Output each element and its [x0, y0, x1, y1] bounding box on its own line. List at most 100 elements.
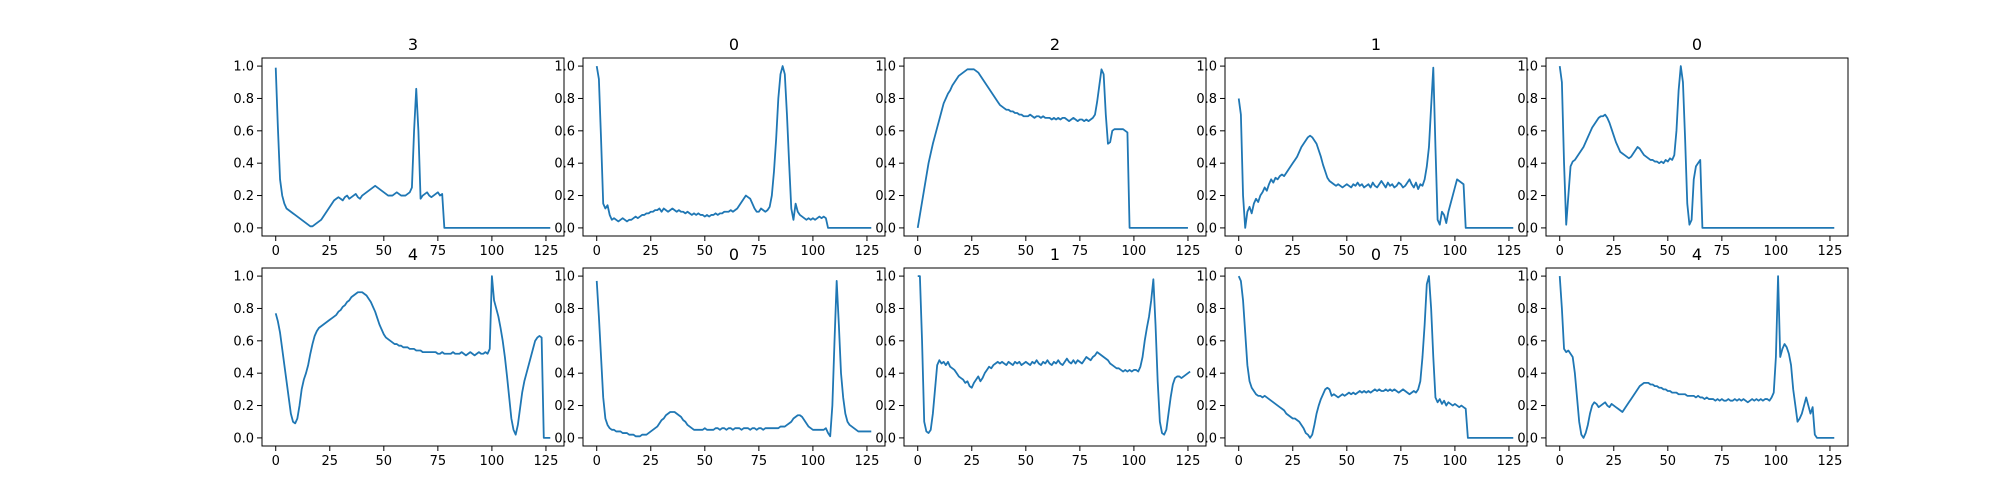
x-tick-label: 75	[1393, 454, 1410, 469]
x-tick-label: 0	[1235, 454, 1243, 469]
axes-frame	[903, 267, 1207, 447]
y-tick-label: 0.0	[554, 221, 575, 236]
x-tick-label: 50	[697, 454, 714, 469]
series-line	[1237, 66, 1514, 229]
x-tick-label: 25	[321, 244, 338, 259]
x-tick-label: 50	[1339, 244, 1356, 259]
y-tick-label: 0.8	[875, 302, 896, 317]
y-tick-label: 1.0	[554, 270, 575, 285]
y-tick-label: 0.0	[1196, 221, 1217, 236]
x-tick-label: 0	[272, 244, 280, 259]
x-tick-label: 75	[430, 244, 447, 259]
x-tick-label: 25	[642, 244, 659, 259]
y-tick-label: 0.2	[233, 189, 254, 204]
x-tick-label: 25	[963, 244, 980, 259]
x-tick-label: 125	[1818, 244, 1843, 259]
y-tick-label: 0.6	[875, 124, 896, 139]
subplot-2: 2 0 25 50 75 100 125 0.0 0.2 0.4 0.6 0.8 1.0	[875, 35, 1207, 259]
y-tick-label: 1.0	[875, 270, 896, 285]
x-tick-label: 100	[1442, 244, 1467, 259]
x-tick-label: 50	[1660, 454, 1677, 469]
y-tick-label: 1.0	[233, 60, 254, 75]
x-tick-label: 50	[1018, 454, 1035, 469]
x-tick-label: 100	[1763, 454, 1788, 469]
y-tick-label: 0.0	[1196, 431, 1217, 446]
x-tick-label: 50	[1339, 454, 1356, 469]
x-tick-label: 0	[1556, 454, 1564, 469]
y-tick-label: 0.6	[1517, 334, 1538, 349]
y-tick-label: 0.0	[1517, 431, 1538, 446]
y-tick-label: 0.4	[1196, 157, 1217, 172]
x-tick-label: 100	[1763, 244, 1788, 259]
y-tick-label: 0.0	[875, 431, 896, 446]
y-tick-label: 0.0	[875, 221, 896, 236]
subplot-title: 0	[729, 35, 739, 54]
subplot-3: 1 0 25 50 75 100 125 0.0 0.2 0.4 0.6 0.8 1.0	[1196, 35, 1528, 259]
y-tick-label: 0.8	[1517, 302, 1538, 317]
axes-frame	[1545, 267, 1849, 447]
axes-frame	[261, 57, 565, 237]
y-tick-label: 0.8	[554, 302, 575, 317]
x-tick-label: 0	[272, 454, 280, 469]
x-tick-label: 125	[1176, 454, 1201, 469]
x-tick-label: 75	[430, 454, 447, 469]
y-tick-label: 0.6	[233, 124, 254, 139]
x-tick-label: 125	[1818, 454, 1843, 469]
y-tick-label: 0.4	[233, 367, 254, 382]
x-tick-label: 25	[321, 454, 338, 469]
series-line	[1558, 275, 1835, 439]
x-tick-label: 0	[1556, 244, 1564, 259]
y-tick-label: 0.4	[875, 157, 896, 172]
y-tick-label: 0.2	[1196, 399, 1217, 414]
x-tick-label: 0	[914, 454, 922, 469]
x-tick-label: 25	[642, 454, 659, 469]
x-tick-label: 75	[1393, 244, 1410, 259]
y-tick-label: 0.6	[1517, 124, 1538, 139]
x-tick-label: 75	[1714, 244, 1731, 259]
x-tick-label: 75	[1072, 244, 1089, 259]
x-tick-label: 100	[1442, 454, 1467, 469]
series-line	[1558, 65, 1835, 229]
y-tick-label: 1.0	[1196, 270, 1217, 285]
y-tick-label: 0.2	[875, 399, 896, 414]
subplot-0: 3 0 25 50 75 100 125 0.0 0.2 0.4 0.6 0.8 1.0	[233, 35, 565, 259]
series-line	[274, 67, 551, 229]
x-tick-label: 75	[751, 244, 768, 259]
x-tick-label: 100	[479, 454, 504, 469]
y-tick-label: 0.8	[1517, 92, 1538, 107]
y-tick-label: 0.2	[1517, 189, 1538, 204]
x-tick-label: 50	[376, 454, 393, 469]
x-tick-label: 25	[1284, 244, 1301, 259]
y-tick-label: 0.0	[554, 431, 575, 446]
x-tick-label: 75	[1714, 454, 1731, 469]
axes-frame	[261, 267, 565, 447]
x-tick-label: 125	[855, 454, 880, 469]
y-tick-label: 0.6	[554, 124, 575, 139]
subplot-title: 0	[1371, 245, 1381, 264]
y-tick-label: 0.0	[1517, 221, 1538, 236]
x-tick-label: 50	[697, 244, 714, 259]
axes-frame	[1545, 57, 1849, 237]
x-tick-label: 100	[1121, 244, 1146, 259]
subplot-title: 4	[1692, 245, 1702, 264]
y-tick-label: 0.2	[1517, 399, 1538, 414]
y-tick-label: 0.2	[233, 399, 254, 414]
subplot-9: 4 0 25 50 75 100 125 0.0 0.2 0.4 0.6 0.8 1.0	[1517, 245, 1849, 469]
subplot-4: 0 0 25 50 75 100 125 0.0 0.2 0.4 0.6 0.8 1.0	[1517, 35, 1849, 259]
y-tick-label: 0.0	[233, 431, 254, 446]
y-tick-label: 1.0	[554, 60, 575, 75]
series-line	[917, 275, 1191, 436]
y-tick-label: 1.0	[233, 270, 254, 285]
y-tick-label: 0.8	[233, 302, 254, 317]
y-tick-label: 0.8	[1196, 92, 1217, 107]
x-tick-label: 50	[1018, 244, 1035, 259]
series-line	[595, 65, 872, 229]
y-tick-label: 0.8	[875, 92, 896, 107]
subplot-8: 0 0 25 50 75 100 125 0.0 0.2 0.4 0.6 0.8 1.0	[1196, 245, 1528, 469]
x-tick-label: 125	[534, 244, 559, 259]
x-tick-label: 0	[593, 244, 601, 259]
series-line	[1237, 275, 1514, 439]
x-tick-label: 0	[914, 244, 922, 259]
